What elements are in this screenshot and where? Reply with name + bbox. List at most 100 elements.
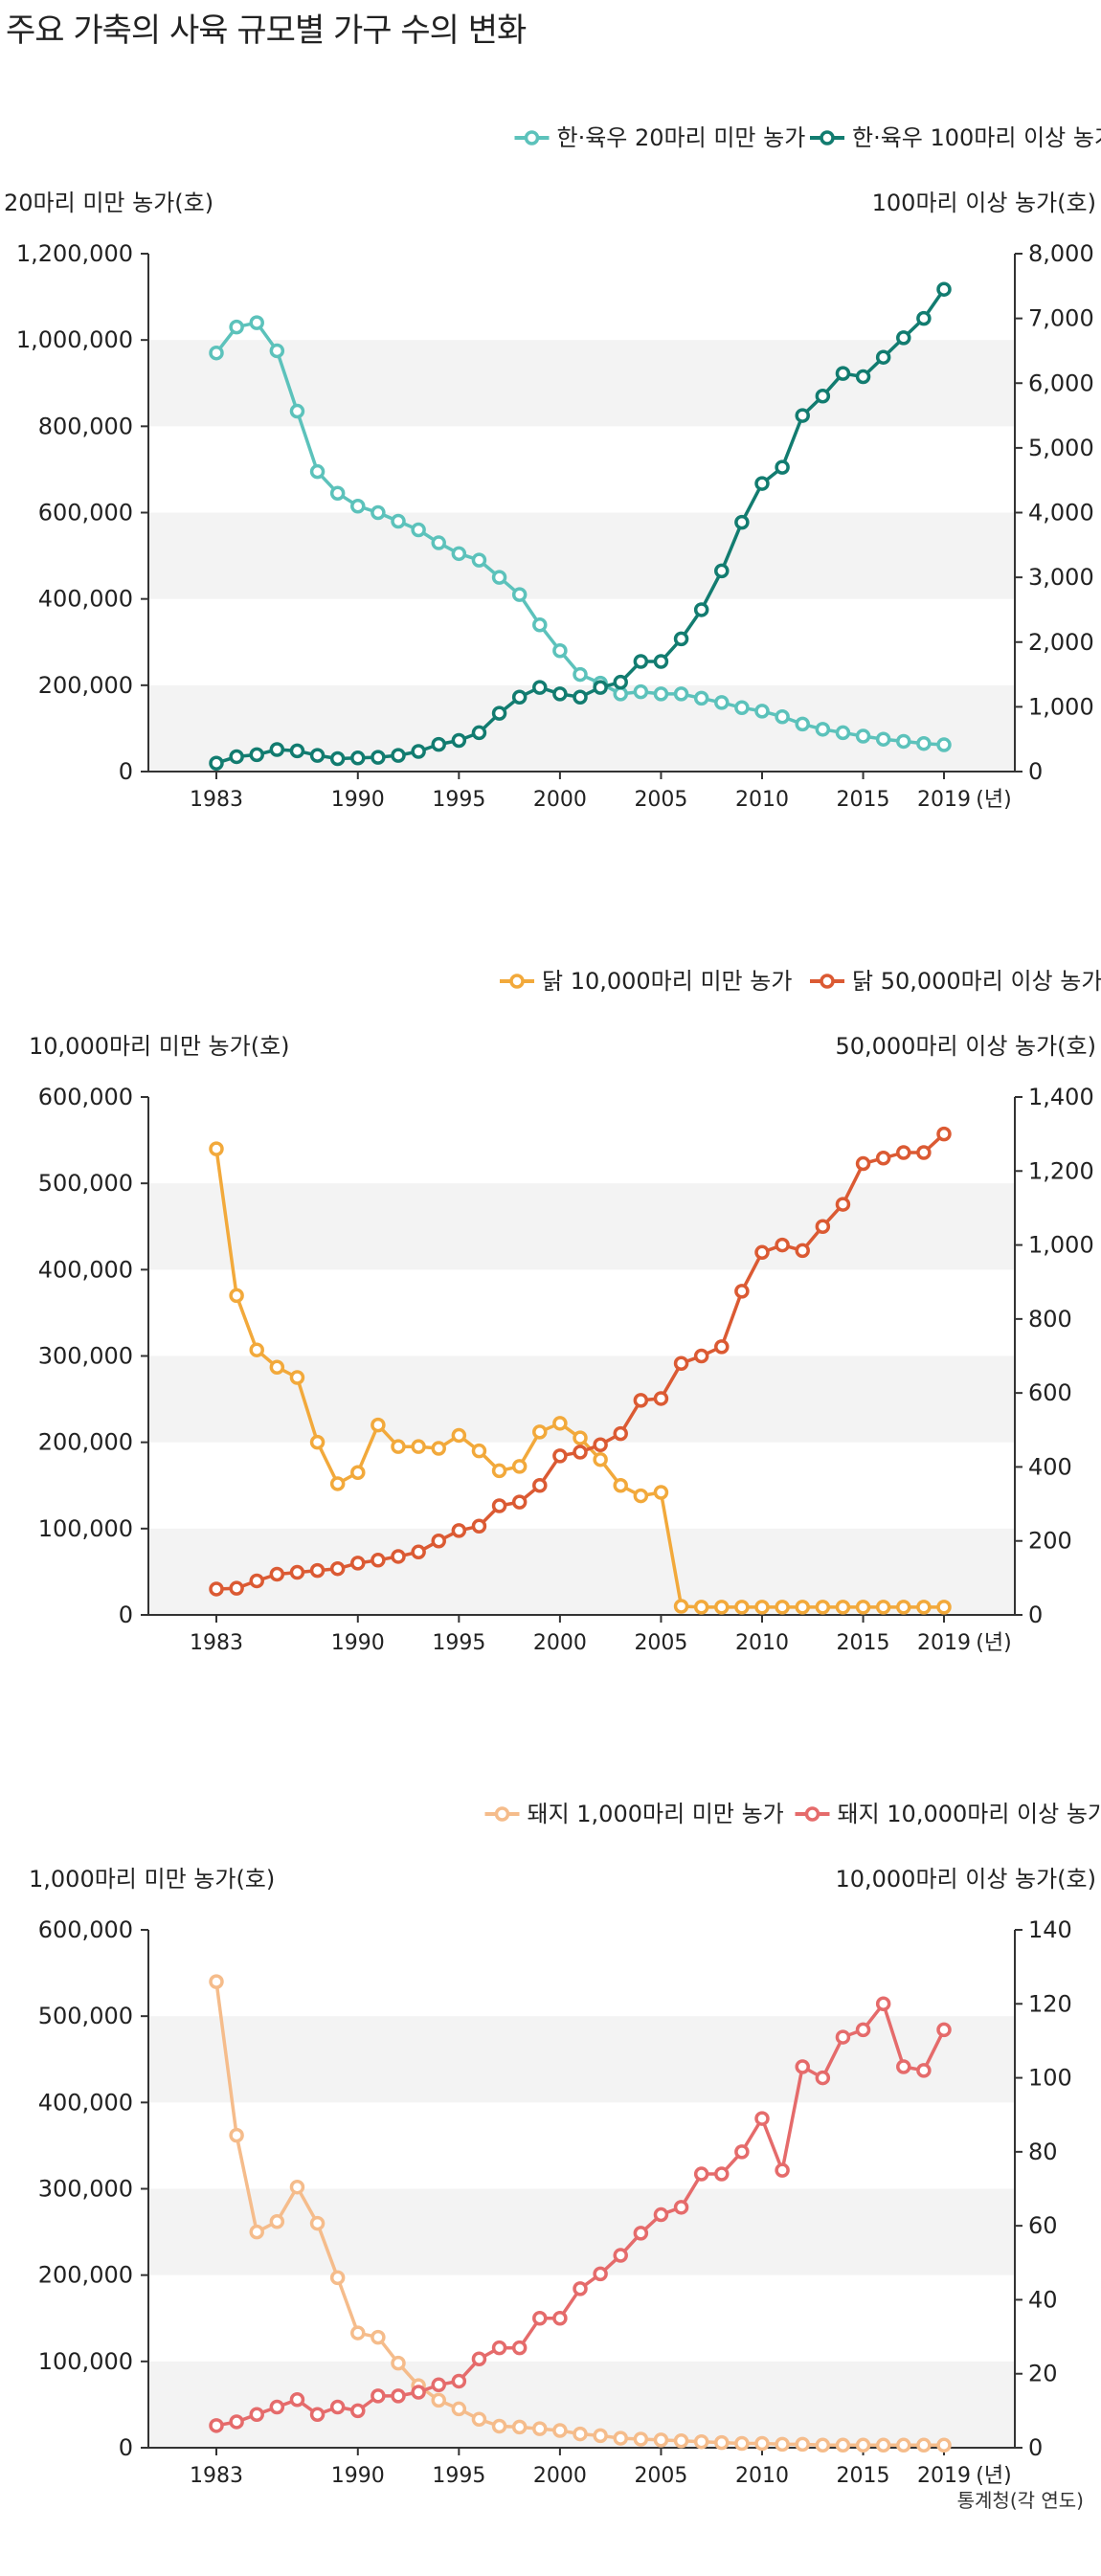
x-tick-label: 1983 — [190, 788, 243, 812]
data-point — [918, 2439, 930, 2451]
data-point — [372, 2390, 384, 2402]
data-point — [716, 565, 728, 576]
data-point — [655, 2209, 666, 2221]
data-point — [736, 2146, 748, 2158]
data-point — [918, 1602, 930, 1613]
data-point — [878, 1602, 889, 1613]
grid-band — [148, 1183, 1015, 1269]
data-point — [453, 1429, 464, 1441]
data-point — [291, 745, 303, 756]
data-point — [696, 2436, 708, 2448]
x-tick-label: 2010 — [735, 2464, 789, 2488]
data-point — [817, 1602, 828, 1613]
data-point — [878, 1998, 889, 2009]
data-point — [433, 1443, 444, 1454]
data-point — [574, 1446, 586, 1458]
right-tick-label: 20 — [1028, 2361, 1058, 2387]
data-point — [615, 2250, 626, 2261]
data-point — [938, 2024, 950, 2035]
data-point — [918, 1147, 930, 1158]
left-tick-label: 200,000 — [38, 2262, 133, 2289]
data-point — [473, 554, 484, 566]
data-point — [635, 656, 646, 667]
data-point — [312, 1437, 324, 1448]
data-point — [473, 727, 484, 738]
data-point — [211, 347, 222, 359]
data-point — [433, 2394, 444, 2406]
data-point — [776, 1602, 788, 1613]
data-point — [676, 2435, 687, 2447]
data-point — [655, 1393, 666, 1404]
left-tick-label: 0 — [119, 1602, 133, 1628]
data-point — [898, 1147, 910, 1158]
data-point — [534, 2423, 546, 2434]
data-point — [776, 1240, 788, 1251]
right-tick-label: 800 — [1028, 1306, 1072, 1333]
data-point — [554, 1418, 566, 1429]
data-point — [756, 1602, 768, 1613]
data-point — [291, 1372, 303, 1383]
data-point — [797, 410, 808, 421]
data-point — [756, 706, 768, 717]
legend-label: 닭 10,000마리 미만 농가 — [542, 968, 792, 995]
data-point — [635, 1395, 646, 1406]
left-tick-label: 200,000 — [38, 1429, 133, 1456]
data-point — [494, 2420, 506, 2431]
data-point — [837, 727, 848, 738]
data-point — [676, 633, 687, 644]
data-point — [312, 466, 324, 478]
data-point — [716, 1602, 728, 1613]
data-point — [938, 2439, 950, 2451]
data-point — [574, 669, 586, 681]
data-point — [251, 317, 262, 328]
data-point — [514, 2342, 526, 2354]
data-point — [332, 752, 344, 764]
right-tick-label: 7,000 — [1028, 305, 1094, 332]
data-point — [655, 656, 666, 667]
data-point — [534, 682, 546, 693]
left-tick-label: 500,000 — [38, 1170, 133, 1197]
data-point — [574, 2283, 586, 2295]
left-tick-label: 100,000 — [38, 2348, 133, 2375]
x-tick-label: 1995 — [432, 1631, 485, 1655]
data-point — [554, 645, 566, 657]
data-point — [817, 2072, 828, 2084]
right-tick-label: 1,000 — [1028, 1232, 1094, 1259]
data-point — [817, 2439, 828, 2451]
left-tick-label: 300,000 — [38, 2176, 133, 2203]
data-point — [433, 739, 444, 750]
x-tick-label: 2019 — [917, 788, 971, 812]
data-point — [716, 2168, 728, 2180]
data-point — [372, 2332, 384, 2343]
left-tick-label: 400,000 — [38, 1256, 133, 1283]
data-point — [271, 1361, 282, 1373]
data-point — [635, 2433, 646, 2445]
data-point — [837, 2439, 848, 2451]
data-point — [312, 750, 324, 761]
data-point — [595, 1454, 606, 1466]
data-point — [514, 2421, 526, 2432]
data-point — [898, 332, 910, 344]
data-point — [291, 406, 303, 417]
data-point — [291, 2394, 303, 2406]
x-tick-label: 2005 — [634, 2464, 687, 2488]
x-tick-label: 2005 — [634, 1631, 687, 1655]
data-point — [736, 1286, 748, 1297]
data-point — [837, 1198, 848, 1210]
data-point — [898, 1602, 910, 1613]
data-point — [271, 1568, 282, 1579]
data-point — [595, 682, 606, 693]
chart-pig: 0100,000200,000300,000400,000500,000600,… — [0, 1791, 1101, 2576]
data-point — [898, 2061, 910, 2072]
data-point — [494, 571, 506, 583]
right-tick-label: 140 — [1028, 1916, 1072, 1943]
right-tick-label: 120 — [1028, 1990, 1072, 2017]
right-tick-label: 0 — [1028, 758, 1043, 785]
data-point — [211, 757, 222, 769]
badge-cattle: 한·육우 — [0, 51, 180, 106]
legend-marker — [821, 132, 833, 144]
x-tick-label: 2015 — [837, 1631, 890, 1655]
data-point — [817, 1221, 828, 1232]
data-point — [332, 2272, 344, 2283]
data-point — [696, 604, 708, 616]
